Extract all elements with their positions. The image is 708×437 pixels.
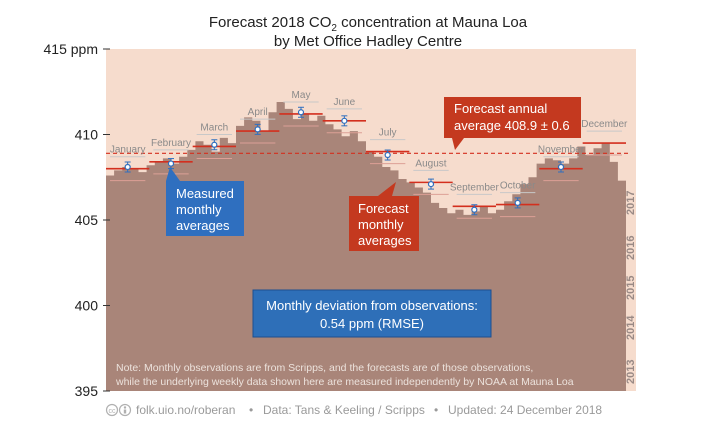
month-labels: January February March April May June July Augu… (110, 90, 628, 193)
y-axis: 415 ppm 410 405 400 395 (44, 41, 110, 399)
month-label-january: January (110, 145, 146, 156)
rmse-callout: Monthly deviation from observations: 0.5… (252, 289, 492, 338)
month-label-july: July (379, 128, 397, 139)
year-label-2013: 2013 (625, 360, 637, 384)
note-line1: Note: Monthly observations are from Scri… (116, 362, 533, 374)
chart-title-line2: by Met Office Hadley Centre (274, 33, 462, 50)
observed-point-april (254, 126, 261, 133)
month-label-may: May (292, 90, 311, 101)
observed-point-may (297, 109, 305, 116)
month-label-june: June (333, 97, 355, 108)
annual-box-line2: average 408.9 ± 0.6 (454, 118, 570, 133)
observation-markers (124, 106, 565, 216)
month-label-february: February (151, 138, 191, 149)
annual-box-line1: Forecast annual (454, 101, 547, 116)
chart-title-line1: Forecast 2018 CO2 concentration at Mauna… (209, 14, 528, 34)
month-label-september: September (450, 182, 500, 193)
note-line2: while the underlying weekly data shown h… (115, 376, 574, 388)
observed-point-october (514, 199, 521, 206)
year-label-2014: 2014 (625, 315, 637, 340)
month-label-november: November (538, 145, 585, 156)
observed-point-june (341, 117, 348, 124)
footer-updated: Updated: 24 December 2018 (448, 403, 602, 417)
year-label-2017: 2017 (625, 191, 637, 215)
observed-point-august (427, 180, 435, 188)
observed-point-september (471, 206, 478, 213)
year-label-2016: 2016 (625, 236, 637, 260)
svg-text:cc: cc (109, 408, 117, 415)
month-label-december: December (581, 119, 628, 130)
y-tick-label-400: 400 (75, 298, 99, 314)
observed-point-november (557, 163, 565, 171)
y-tick-label-395: 395 (75, 383, 99, 399)
rmse-box-line1: Monthly deviation from observations: (266, 298, 478, 313)
forecast-box-line3: averages (358, 233, 412, 248)
y-tick-label-405: 405 (75, 212, 99, 228)
month-label-august: August (415, 158, 446, 169)
rmse-box-line2: 0.54 ppm (RMSE) (320, 316, 424, 331)
month-label-october: October (500, 181, 536, 192)
footer-site-link[interactable]: folk.uio.no/roberan (136, 403, 235, 417)
cc-by-icon: cc (105, 403, 132, 417)
y-tick-label-410: 410 (75, 127, 99, 143)
footer-separator-2: • (434, 403, 438, 417)
observed-point-march (211, 141, 218, 148)
measured-box-line1: Measured (176, 186, 234, 201)
month-label-april: April (248, 107, 268, 118)
measured-callout: Measured monthly averages (166, 167, 244, 236)
observed-point-july (384, 151, 391, 159)
y-tick-label-415: 415 ppm (44, 41, 98, 57)
year-label-2015: 2015 (625, 276, 637, 300)
month-label-march: March (200, 123, 228, 134)
forecast-box-line2: monthly (358, 217, 404, 232)
measured-box-line2: monthly (176, 202, 222, 217)
measured-box-line3: averages (176, 218, 230, 233)
observed-point-january (124, 163, 131, 171)
annual-forecast-callout: Forecast annual average 408.9 ± 0.6 (444, 97, 581, 150)
forecast-callout: Forecast monthly averages (349, 182, 419, 251)
footer: cc folk.uio.no/roberan • Data: Tans & Ke… (105, 403, 602, 417)
footer-separator-1: • (249, 403, 253, 417)
year-labels: 2013 2014 2015 2016 2017 (625, 191, 637, 384)
forecast-box-line1: Forecast (358, 201, 409, 216)
observed-point-february (167, 160, 175, 167)
footer-data-source: Data: Tans & Keeling / Scripps (263, 403, 425, 417)
